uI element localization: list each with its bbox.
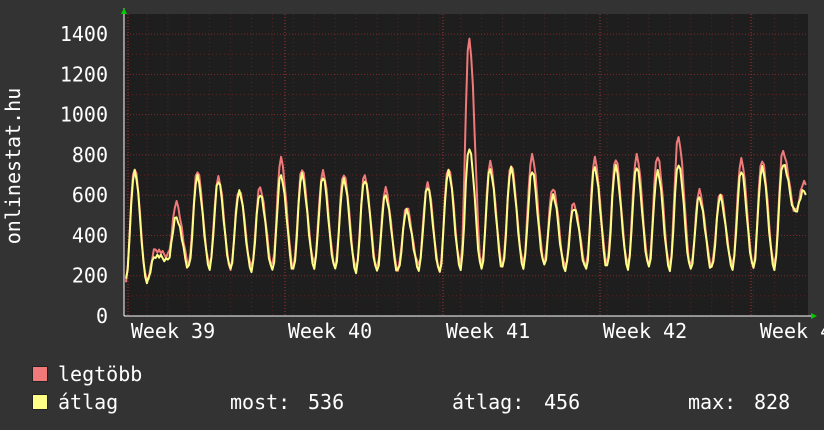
y-tick-label: 1000 [60, 103, 108, 127]
stat-most-value: 536 [308, 390, 345, 414]
y-tick-label: 400 [72, 223, 108, 247]
legend-swatch-legtobb [32, 366, 48, 382]
x-axis-ticks: Week 39 Week 40 Week 41 Week 42 Week 4 [131, 319, 824, 343]
x-tick-label: Week 41 [446, 319, 530, 343]
x-tick-label: Week 4 [760, 319, 824, 343]
y-axis-label: onlinestat.hu [1, 88, 25, 245]
y-axis-arrow-icon [121, 8, 127, 14]
x-tick-label: Week 42 [603, 319, 687, 343]
y-tick-label: 1400 [60, 22, 108, 46]
y-axis-ticks: 0 200 400 600 800 1000 1200 1400 [60, 22, 108, 328]
y-tick-label: 1200 [60, 62, 108, 86]
y-tick-label: 0 [96, 304, 108, 328]
series-layer [125, 37, 807, 285]
x-tick-label: Week 39 [131, 319, 215, 343]
stat-max-label: max: [688, 390, 737, 414]
y-tick-label: 800 [72, 143, 108, 167]
stat-atlag-label: átlag: [452, 390, 525, 414]
y-tick-label: 200 [72, 264, 108, 288]
stat-atlag-value: 456 [544, 390, 581, 414]
series-line-atlag [125, 148, 807, 285]
legend-swatch-atlag [32, 394, 48, 410]
legend-label-legtobb: legtöbb [58, 362, 143, 386]
x-axis-arrow-icon [811, 313, 817, 319]
stat-max-value: 828 [754, 390, 791, 414]
x-tick-label: Week 40 [288, 319, 372, 343]
legend-label-atlag: átlag [58, 390, 119, 414]
plot-area [124, 14, 808, 316]
y-tick-label: 600 [72, 183, 108, 207]
stat-most-label: most: [230, 390, 291, 414]
